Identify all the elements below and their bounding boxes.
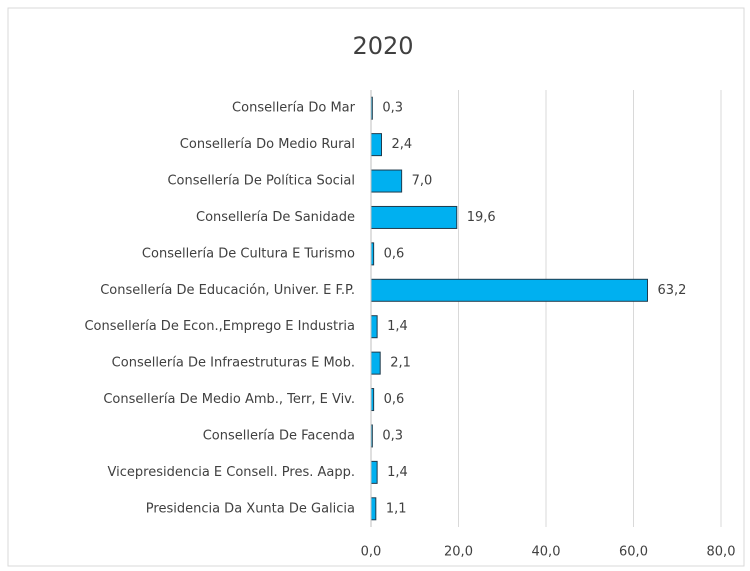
bar: [370, 497, 377, 521]
data-label: 0,3: [382, 101, 403, 116]
bar: [370, 315, 378, 339]
bar: [370, 169, 403, 193]
y-tick-label: Consellería De Sanidade: [196, 210, 355, 225]
y-tick-label: Consellería De Cultura E Turismo: [142, 246, 355, 261]
data-label: 1,4: [387, 319, 408, 334]
data-label: 2,4: [392, 137, 413, 152]
data-label: 0,6: [384, 246, 405, 261]
bar: [370, 278, 648, 302]
data-label: 0,3: [382, 428, 403, 443]
y-tick-label: Consellería De Medio Amb., Terr, E Viv.: [103, 392, 355, 407]
y-tick-label: Presidencia Da Xunta De Galicia: [146, 501, 355, 516]
y-tick-label: Consellería De Política Social: [167, 174, 355, 189]
y-tick-label: Consellería De Infraestruturas E Mob.: [112, 356, 355, 371]
x-tick-label: 0,0: [361, 545, 382, 560]
chart-title: 2020: [352, 32, 413, 60]
bar: [370, 133, 382, 157]
y-tick-label: Consellería De Educación, Univer. E F.P.: [100, 283, 355, 298]
x-tick-label: 80,0: [707, 545, 736, 560]
y-tick-label: Consellería Do Medio Rural: [180, 137, 355, 152]
bar: [370, 351, 381, 375]
data-label: 7,0: [412, 174, 433, 189]
bar: [370, 205, 458, 229]
data-label: 2,1: [390, 356, 411, 371]
y-tick-label: Vicepresidencia E Consell. Pres. Aapp.: [108, 465, 355, 480]
y-tick-label: Consellería De Facenda: [203, 428, 355, 443]
data-label: 1,1: [386, 501, 407, 516]
x-tick-label: 20,0: [444, 545, 473, 560]
data-label: 63,2: [658, 283, 687, 298]
chart-frame: [7, 7, 745, 567]
y-tick-label: Consellería Do Mar: [232, 101, 356, 116]
x-tick-label: 60,0: [619, 545, 648, 560]
y-tick-label: Consellería De Econ.,Emprego E Industria: [84, 319, 355, 334]
x-tick-label: 40,0: [532, 545, 561, 560]
data-label: 1,4: [387, 465, 408, 480]
data-label: 0,6: [384, 392, 405, 407]
data-label: 19,6: [467, 210, 496, 225]
bar: [370, 460, 378, 484]
